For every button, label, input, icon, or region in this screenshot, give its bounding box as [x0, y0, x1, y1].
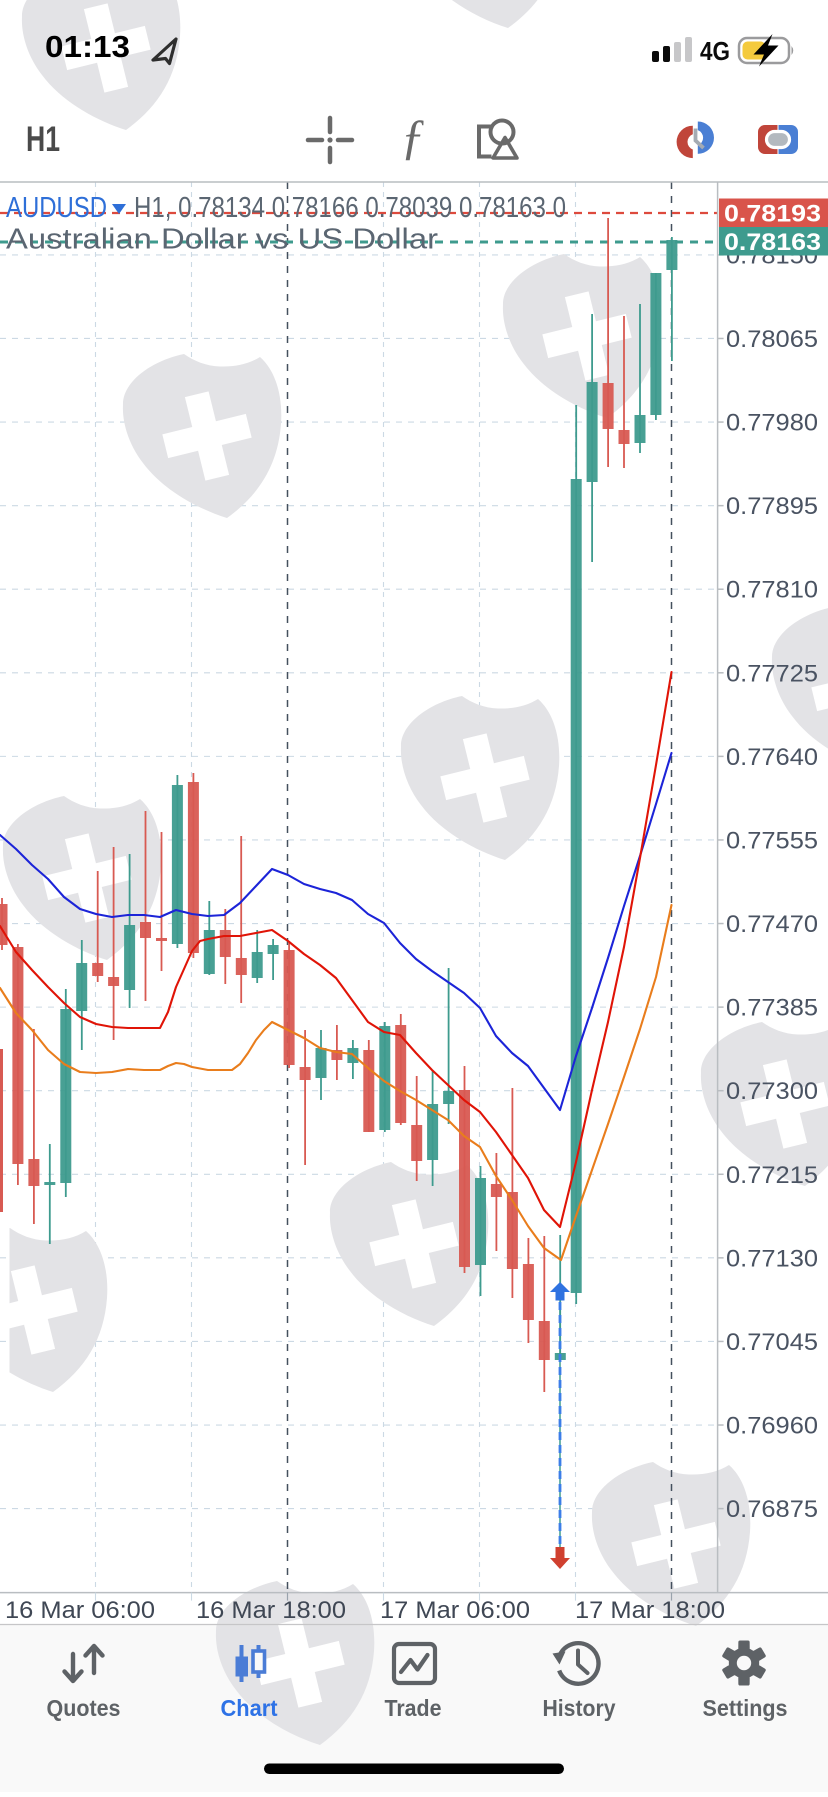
svg-text:0.77470: 0.77470	[726, 911, 818, 938]
svg-text:16 Mar 18:00: 16 Mar 18:00	[196, 1597, 346, 1624]
svg-text:0.77810: 0.77810	[726, 577, 818, 604]
svg-text:AUDUSD: AUDUSD	[6, 192, 107, 224]
svg-text:4G: 4G	[700, 36, 730, 66]
svg-text:0.77980: 0.77980	[726, 410, 818, 437]
svg-text:History: History	[543, 1695, 616, 1721]
svg-text:0.76960: 0.76960	[726, 1413, 818, 1440]
svg-text:Quotes: Quotes	[47, 1695, 121, 1721]
svg-text:Australian Dollar vs US Dollar: Australian Dollar vs US Dollar	[6, 224, 438, 256]
svg-text:H1: H1	[26, 120, 60, 159]
svg-text:17 Mar 06:00: 17 Mar 06:00	[380, 1597, 530, 1624]
svg-text:17 Mar 18:00: 17 Mar 18:00	[575, 1597, 725, 1624]
svg-text:Settings: Settings	[703, 1695, 788, 1721]
svg-text:0.77130: 0.77130	[726, 1245, 818, 1272]
svg-text:0.77215: 0.77215	[726, 1162, 818, 1189]
svg-text:0.77895: 0.77895	[726, 493, 818, 520]
svg-text:0.77045: 0.77045	[726, 1329, 818, 1356]
svg-text:0.77555: 0.77555	[726, 827, 818, 854]
svg-text:0.76875: 0.76875	[726, 1496, 818, 1523]
svg-text:0.77725: 0.77725	[726, 660, 818, 687]
svg-text:0.77640: 0.77640	[726, 744, 818, 771]
svg-text:Chart: Chart	[221, 1695, 278, 1721]
svg-text:0.77300: 0.77300	[726, 1078, 818, 1105]
svg-text:01:13: 01:13	[45, 29, 130, 64]
svg-text:H1, 0.78134 0.78166 0.78039 0.: H1, 0.78134 0.78166 0.78039 0.78163 0	[134, 192, 566, 224]
svg-text:Trade: Trade	[385, 1695, 442, 1721]
svg-text:16 Mar 06:00: 16 Mar 06:00	[5, 1597, 155, 1624]
svg-text:0.78163: 0.78163	[724, 229, 821, 256]
svg-text:ƒ: ƒ	[401, 108, 426, 164]
svg-text:0.78065: 0.78065	[726, 326, 818, 353]
svg-text:0.78193: 0.78193	[724, 201, 821, 228]
svg-text:0.77385: 0.77385	[726, 995, 818, 1022]
